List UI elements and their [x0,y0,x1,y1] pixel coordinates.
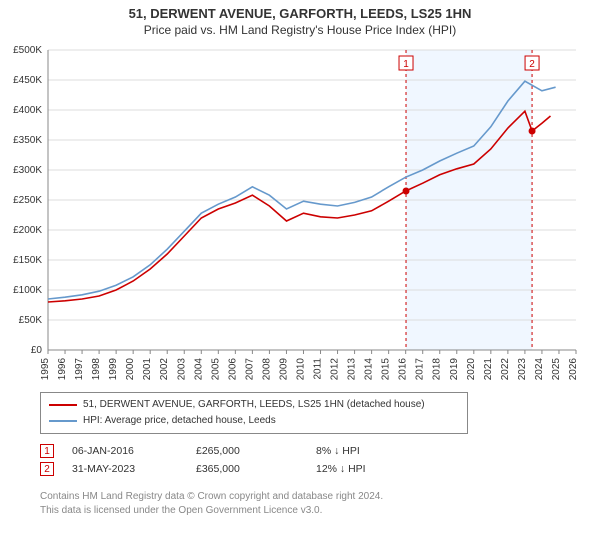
svg-text:2019: 2019 [449,358,460,381]
svg-text:2013: 2013 [347,358,358,381]
svg-text:£150K: £150K [13,255,42,266]
svg-text:2003: 2003 [176,358,187,381]
svg-text:2016: 2016 [398,358,409,381]
page-title: 51, DERWENT AVENUE, GARFORTH, LEEDS, LS2… [0,0,600,21]
svg-text:£200K: £200K [13,225,42,236]
svg-text:£250K: £250K [13,195,42,206]
svg-text:2017: 2017 [415,358,426,381]
svg-text:2011: 2011 [313,358,324,380]
svg-text:1995: 1995 [40,358,51,381]
sale-delta: 8% ↓ HPI [316,445,436,457]
svg-text:2020: 2020 [466,358,477,381]
svg-text:£400K: £400K [13,105,42,116]
svg-text:2026: 2026 [568,358,579,381]
sale-date: 06-JAN-2016 [72,445,196,457]
svg-text:2023: 2023 [517,358,528,381]
footer-line-1: Contains HM Land Registry data © Crown c… [40,490,383,504]
svg-text:2022: 2022 [500,358,511,381]
svg-text:2012: 2012 [330,358,341,381]
svg-text:2002: 2002 [159,358,170,381]
sales-table: 1 06-JAN-2016£265,0008% ↓ HPI 2 31-MAY-2023… [40,442,436,478]
footer-line-2: This data is licensed under the Open Gov… [40,504,383,518]
svg-text:£500K: £500K [13,45,42,56]
chart-area: £0£50K£100K£150K£200K£250K£300K£350K£400… [48,50,576,390]
svg-text:2: 2 [529,59,535,70]
svg-text:2010: 2010 [295,358,306,381]
legend-label: 51, DERWENT AVENUE, GARFORTH, LEEDS, LS2… [83,397,425,413]
legend-swatch [49,404,77,406]
legend-row: HPI: Average price, detached house, Leed… [49,413,459,429]
sale-price: £365,000 [196,463,316,475]
svg-text:2007: 2007 [244,358,255,381]
svg-text:1999: 1999 [108,358,119,381]
svg-text:£100K: £100K [13,285,42,296]
sale-date: 31-MAY-2023 [72,463,196,475]
svg-text:2009: 2009 [278,358,289,381]
svg-text:2018: 2018 [432,358,443,381]
page-subtitle: Price paid vs. HM Land Registry's House … [0,21,600,41]
svg-text:2006: 2006 [227,358,238,381]
legend-label: HPI: Average price, detached house, Leed… [83,413,276,429]
sale-badge: 2 [40,462,54,476]
svg-text:£50K: £50K [19,315,43,326]
svg-text:£300K: £300K [13,165,42,176]
legend: 51, DERWENT AVENUE, GARFORTH, LEEDS, LS2… [40,392,468,434]
svg-text:£450K: £450K [13,75,42,86]
sale-delta: 12% ↓ HPI [316,463,436,475]
svg-text:2024: 2024 [534,358,545,381]
legend-row: 51, DERWENT AVENUE, GARFORTH, LEEDS, LS2… [49,397,459,413]
svg-text:2001: 2001 [142,358,153,381]
svg-text:£0: £0 [31,345,43,356]
footer: Contains HM Land Registry data © Crown c… [40,490,383,518]
svg-text:2014: 2014 [364,358,375,381]
sale-price: £265,000 [196,445,316,457]
legend-swatch [49,420,77,422]
svg-text:2015: 2015 [381,358,392,381]
svg-text:2025: 2025 [551,358,562,381]
svg-text:2000: 2000 [125,358,136,381]
chart-svg: £0£50K£100K£150K£200K£250K£300K£350K£400… [48,50,576,390]
svg-text:2005: 2005 [210,358,221,381]
svg-text:1: 1 [403,59,409,70]
svg-text:1997: 1997 [74,358,85,381]
svg-text:2021: 2021 [483,358,494,381]
svg-text:1996: 1996 [57,358,68,381]
svg-text:2004: 2004 [193,358,204,381]
sale-row: 1 06-JAN-2016£265,0008% ↓ HPI [40,442,436,460]
svg-text:2008: 2008 [261,358,272,381]
sale-badge: 1 [40,444,54,458]
svg-text:£350K: £350K [13,135,42,146]
sale-row: 2 31-MAY-2023£365,00012% ↓ HPI [40,460,436,478]
svg-text:1998: 1998 [91,358,102,381]
